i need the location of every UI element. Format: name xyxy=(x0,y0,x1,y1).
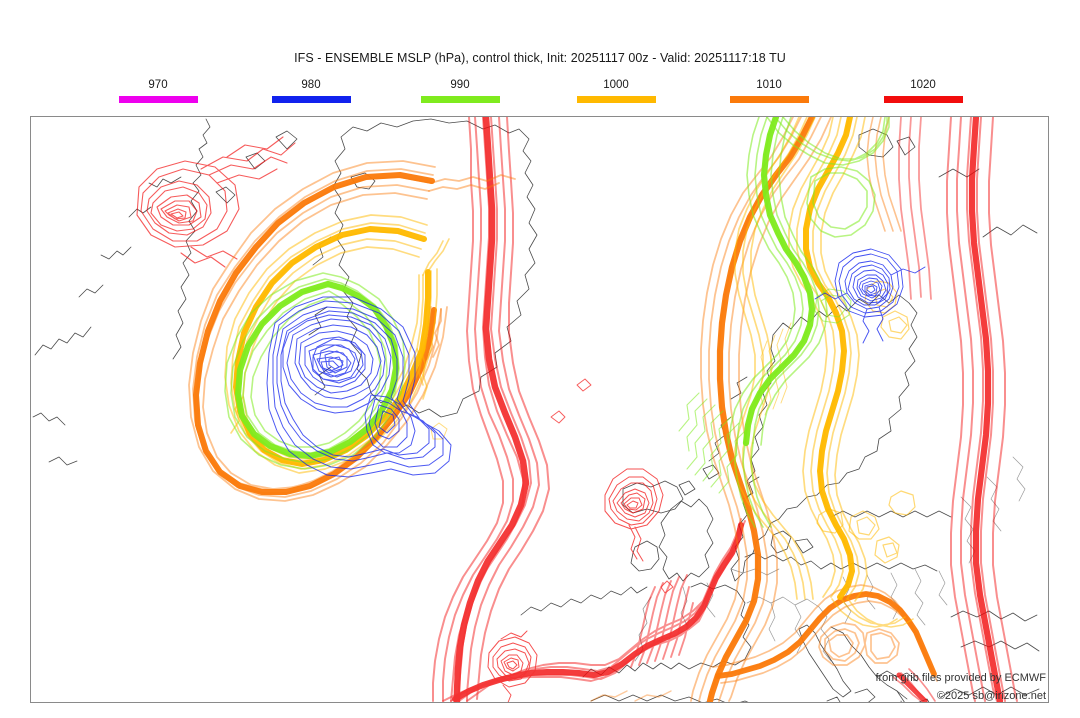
legend-swatch-970 xyxy=(118,96,198,103)
contour-group-1000 xyxy=(224,117,916,628)
legend-swatch-1000 xyxy=(576,96,656,103)
legend-entry-1020: 1020 xyxy=(863,78,983,103)
contour-legend: 970 980 990 1000 1010 1020 xyxy=(0,78,1080,108)
legend-label-990: 990 xyxy=(450,79,470,91)
legend-swatch-980 xyxy=(271,96,351,103)
contour-group-980 xyxy=(266,248,926,478)
legend-label-1010: 1010 xyxy=(756,79,782,91)
legend-label-970: 970 xyxy=(148,79,168,91)
page-title: IFS - ENSEMBLE MSLP (hPa), control thick… xyxy=(294,51,786,65)
legend-label-1000: 1000 xyxy=(603,79,629,91)
legend-swatch-990 xyxy=(420,96,500,103)
legend-entry-980: 980 xyxy=(251,78,371,103)
legend-entry-990: 990 xyxy=(400,78,520,103)
map-canvas xyxy=(32,117,1040,702)
legend-label-1020: 1020 xyxy=(910,79,936,91)
legend-entry-970: 970 xyxy=(98,78,218,103)
legend-entry-1010: 1010 xyxy=(709,78,829,103)
contour-group-1020 xyxy=(136,117,1018,702)
contour-group-990 xyxy=(224,117,890,528)
map-plot-area xyxy=(30,116,1049,703)
legend-label-980: 980 xyxy=(301,79,321,91)
legend-entry-1000: 1000 xyxy=(556,78,676,103)
legend-swatch-1010 xyxy=(729,96,809,103)
contour-group-1010 xyxy=(188,117,938,702)
legend-swatch-1020 xyxy=(883,96,963,103)
